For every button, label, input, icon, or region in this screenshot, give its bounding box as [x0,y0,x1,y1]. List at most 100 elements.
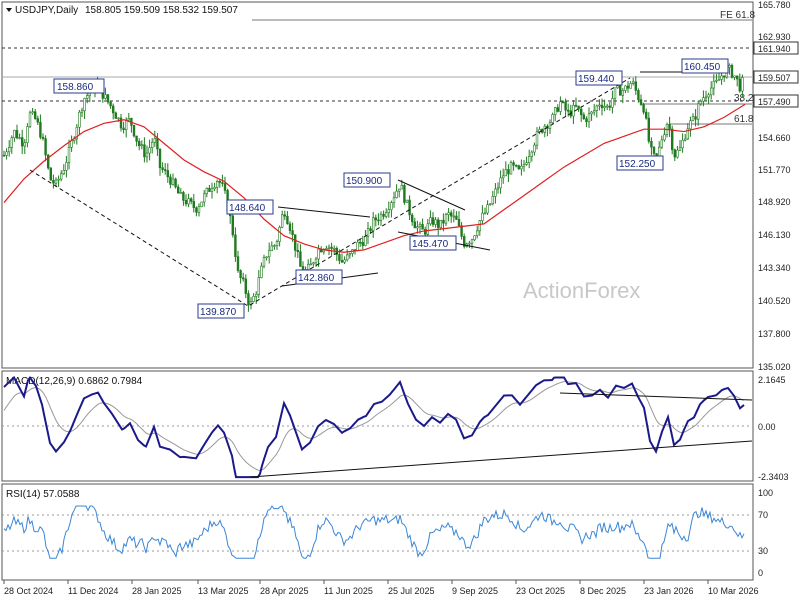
rsi-y-tick: 100 [758,488,773,498]
price-annotations: 158.860 148.640 139.870 142.860 150.900 … [53,58,729,319]
candle-body [634,81,638,91]
candle-body [104,94,107,99]
candle-body [553,107,557,115]
candle-body [504,169,507,177]
candle-body [650,140,653,148]
candle-body [171,178,175,185]
candle-body [379,213,383,221]
candle-body [169,176,172,185]
candle-body [106,94,110,103]
candle-body [135,135,138,142]
candle-body [702,97,705,102]
macd-y-tick: 2.1645 [758,375,786,385]
candle-body [455,215,458,220]
candle-body [678,147,682,151]
candle-body [374,217,377,221]
candle-body [143,144,146,158]
candle-body [595,105,599,111]
candle-body [317,248,320,260]
candle-body [33,111,37,119]
candle-body [345,254,349,261]
candle-body [242,277,245,280]
candle-body [83,98,86,112]
candle-body [429,217,432,225]
tag-157490-box [753,94,799,108]
svg-text:150.900: 150.900 [346,176,383,187]
tag-161940-box [753,41,799,55]
triangle-upper-line [277,206,371,218]
candle-body [70,140,73,148]
candle-body [426,223,429,235]
collapse-triangle-icon [6,8,12,12]
tag-current-price: 159.507 [758,73,791,83]
x-tick-label: 10 Mar 2026 [708,586,759,596]
candle-body [195,207,198,213]
candle-body [52,179,55,184]
candle-body [566,109,570,112]
candle-body [709,87,713,96]
candle-body [431,217,435,225]
candle-body [293,234,297,251]
candle-body [605,105,609,108]
candle-body [382,213,385,217]
fib-382-label: 38.2 [734,93,754,104]
y-tick: 137.800 [758,329,791,339]
macd-y-tick: 0.00 [758,422,776,432]
candle-body [473,235,476,241]
candle-body [483,212,487,215]
candle-body [158,148,162,169]
candle-body [65,162,68,171]
macd-resistance-trendline [559,392,753,401]
svg-text:139.870: 139.870 [200,307,237,318]
tag-current-box [753,70,799,84]
candle-body [145,152,149,158]
candle-body [86,95,89,99]
candle-body [164,169,167,171]
rsi-panel-frame [1,483,754,581]
candle-body [514,164,518,167]
candle-body [59,173,63,180]
candle-body [28,112,32,127]
candle-body [218,181,221,183]
candle-body [681,139,684,149]
ohlc-readout: 158.805 159.509 158.532 159.507 [85,5,238,16]
candle-body [247,293,250,306]
candle-body [410,214,414,223]
candle-body [400,184,403,190]
candle-body [151,142,154,148]
candle-body [436,219,440,228]
candle-body [306,263,310,270]
candle-body [704,96,708,99]
candle-body [496,187,500,190]
candle-body [153,138,156,143]
candle-body [600,104,604,109]
y-tick: 148.920 [758,197,791,207]
candle-body [530,151,534,157]
y-tick: 146.130 [758,230,791,240]
candle-body [603,106,606,109]
candle-body [561,101,565,104]
candle-body [556,107,560,112]
x-tick-label: 8 Dec 2025 [580,586,626,596]
candle-body [421,224,424,230]
candle-body [699,100,703,105]
macd-title: MACD(12,26,9) 0.6862 0.7984 [6,376,143,387]
candle-body [418,224,422,227]
candle-body [507,169,510,175]
candle-body [439,219,442,228]
candle-body [668,123,671,130]
candle-body [611,98,614,108]
candle-body [109,101,112,107]
candle-body [683,138,687,141]
candle-body [36,118,40,123]
candle-body [559,101,562,112]
candle-body [122,127,125,131]
candle-body [299,251,302,267]
candle-body [46,154,50,169]
candle-body [286,215,289,225]
candle-body [8,147,11,153]
candle-body [177,186,180,194]
candle-body [2,154,6,157]
macd-signal-line [3,380,745,472]
